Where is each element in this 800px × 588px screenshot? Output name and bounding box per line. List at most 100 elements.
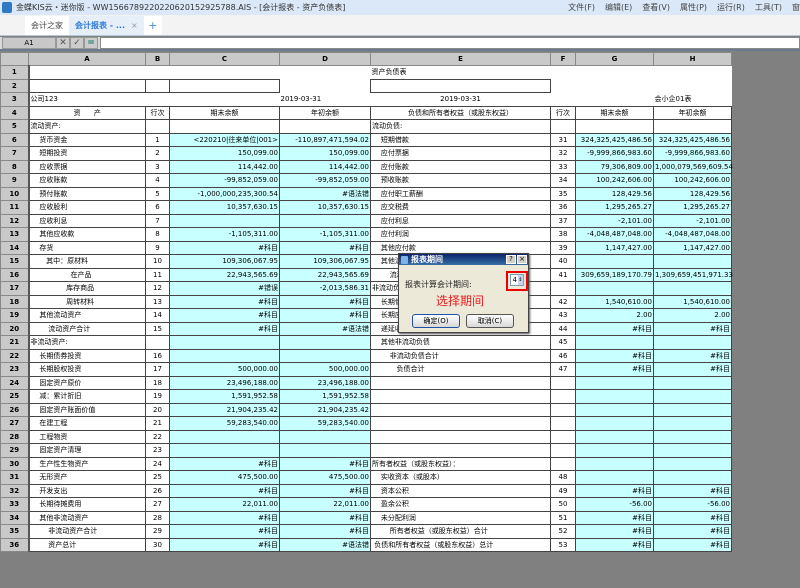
cell-h10[interactable]: 128,429.56 <box>653 186 732 201</box>
cell-c36[interactable]: #科目 <box>169 537 280 552</box>
cell-h16[interactable]: 1,309,659,451,971.33 <box>653 267 733 282</box>
cell-f1[interactable] <box>550 65 576 79</box>
cell-f27[interactable] <box>550 416 576 431</box>
cell-d30[interactable]: #科目 <box>279 456 371 471</box>
cell-f29[interactable] <box>550 443 576 458</box>
cell-g15[interactable] <box>575 254 654 269</box>
cell-a6[interactable]: 货币资金 <box>28 132 146 147</box>
row-header[interactable]: 28 <box>0 429 30 444</box>
cell-f7[interactable]: 32 <box>550 146 576 161</box>
cell-h17[interactable] <box>653 281 732 296</box>
cell-h14[interactable]: 1,147,427.00 <box>653 240 732 255</box>
row-header[interactable]: 36 <box>0 537 30 552</box>
cell-b36[interactable]: 30 <box>145 537 170 552</box>
cell-b33[interactable]: 27 <box>145 497 170 512</box>
cell-c7[interactable]: 150,099.00 <box>169 146 280 161</box>
cell-d5[interactable] <box>279 119 371 134</box>
cell-b21[interactable] <box>145 335 170 350</box>
cell-f28[interactable] <box>550 429 576 444</box>
cell-e5[interactable]: 流动负债: <box>370 119 551 134</box>
row-header[interactable]: 8 <box>0 159 30 174</box>
cell-a29[interactable]: 固定资产清理 <box>28 443 146 458</box>
cell-g23[interactable]: #科目 <box>575 362 654 377</box>
cell-c10[interactable]: -1,000,000,235,300.54 <box>169 186 280 201</box>
cell-e27[interactable] <box>370 416 551 431</box>
cell-c31[interactable]: 475,500.00 <box>169 470 280 485</box>
column-header-d[interactable]: D <box>279 52 371 66</box>
ok-button[interactable]: 确定(O) <box>412 314 460 328</box>
cell-e26[interactable] <box>370 402 551 417</box>
cell-g11[interactable]: 1,295,265.27 <box>575 200 654 215</box>
cell-b1[interactable] <box>145 65 170 79</box>
cell-e21[interactable]: 其他非流动负债 <box>370 335 551 350</box>
cancel-icon[interactable]: ✕ <box>56 37 70 49</box>
cell-h9[interactable]: 100,242,606.00 <box>653 173 732 188</box>
cell-c9[interactable]: -99,852,059.00 <box>169 173 280 188</box>
corner-cell[interactable] <box>0 52 29 66</box>
cell-d36[interactable]: #语法错 <box>279 537 371 552</box>
cell-h34[interactable]: #科目 <box>653 510 732 525</box>
cell-h30[interactable] <box>653 456 732 471</box>
cell-b19[interactable]: 14 <box>145 308 170 323</box>
cell-f24[interactable] <box>550 375 576 390</box>
cell-d12[interactable] <box>279 213 371 228</box>
cell-f10[interactable]: 35 <box>550 186 576 201</box>
cell-d26[interactable]: 21,904,235.42 <box>279 402 371 417</box>
cell-b10[interactable]: 5 <box>145 186 170 201</box>
cell-e2[interactable] <box>370 78 551 93</box>
row-header[interactable]: 2 <box>0 78 30 93</box>
cell-a13[interactable]: 其他应收款 <box>28 227 146 242</box>
cell-b14[interactable]: 9 <box>145 240 170 255</box>
cell-c27[interactable]: 59,283,540.00 <box>169 416 280 431</box>
cell-h11[interactable]: 1,295,265.27 <box>653 200 732 215</box>
cell-f17[interactable] <box>550 281 576 296</box>
row-header[interactable]: 34 <box>0 510 30 525</box>
cell-f15[interactable]: 40 <box>550 254 576 269</box>
row-header[interactable]: 9 <box>0 173 30 188</box>
cell-e24[interactable] <box>370 375 551 390</box>
row-header[interactable]: 26 <box>0 402 30 417</box>
cell-c21[interactable] <box>169 335 280 350</box>
cell-d10[interactable]: #语法错 <box>279 186 371 201</box>
cell-f13[interactable]: 38 <box>550 227 576 242</box>
row-header[interactable]: 10 <box>0 186 30 201</box>
cell-e32[interactable]: 资本公积 <box>370 483 551 498</box>
formula-input[interactable] <box>100 37 800 49</box>
cell-a31[interactable]: 无形资产 <box>28 470 146 485</box>
cell-d23[interactable]: 500,000.00 <box>279 362 371 377</box>
cell-d35[interactable]: #科目 <box>279 524 371 539</box>
cell-g34[interactable]: #科目 <box>575 510 654 525</box>
cell-c34[interactable]: #科目 <box>169 510 280 525</box>
cell-f19[interactable]: 43 <box>550 308 576 323</box>
cell-d14[interactable]: #科目 <box>279 240 371 255</box>
cell-e36[interactable]: 负债和所有者权益（或股东权益）总计 <box>370 537 551 552</box>
row-header[interactable]: 1 <box>0 65 30 80</box>
cell-d32[interactable]: #科目 <box>279 483 371 498</box>
row-header[interactable]: 21 <box>0 335 30 350</box>
cell-h6[interactable]: 324,325,425,486.56 <box>653 132 732 147</box>
cell-c23[interactable]: 500,000.00 <box>169 362 280 377</box>
cell-g28[interactable] <box>575 429 654 444</box>
cell-g16[interactable]: 309,659,189,170.79 <box>575 267 654 282</box>
cell-a35[interactable]: 非流动资产合计 <box>28 524 146 539</box>
row-header[interactable]: 35 <box>0 524 30 539</box>
close-icon[interactable]: × <box>517 255 527 264</box>
cell-a10[interactable]: 预付账款 <box>28 186 146 201</box>
cell-e25[interactable] <box>370 389 551 404</box>
close-icon[interactable]: × <box>131 21 138 30</box>
cell-f22[interactable]: 46 <box>550 348 576 363</box>
cell-b8[interactable]: 3 <box>145 159 170 174</box>
row-header[interactable]: 14 <box>0 240 30 255</box>
cell-g17[interactable] <box>575 281 654 296</box>
cell-d3[interactable]: 2019-03-31 <box>279 92 371 106</box>
period-stepper[interactable]: 4 ⇕ <box>510 274 524 286</box>
cell-d16[interactable]: 22,943,565.69 <box>279 267 371 282</box>
cell-g36[interactable]: #科目 <box>575 537 654 552</box>
cell-g29[interactable] <box>575 443 654 458</box>
cell-d15[interactable]: 109,306,067.95 <box>279 254 371 269</box>
cell-d19[interactable]: #科目 <box>279 308 371 323</box>
column-header-h[interactable]: H <box>653 52 732 66</box>
row-header[interactable]: 20 <box>0 321 30 336</box>
cell-h27[interactable] <box>653 416 732 431</box>
